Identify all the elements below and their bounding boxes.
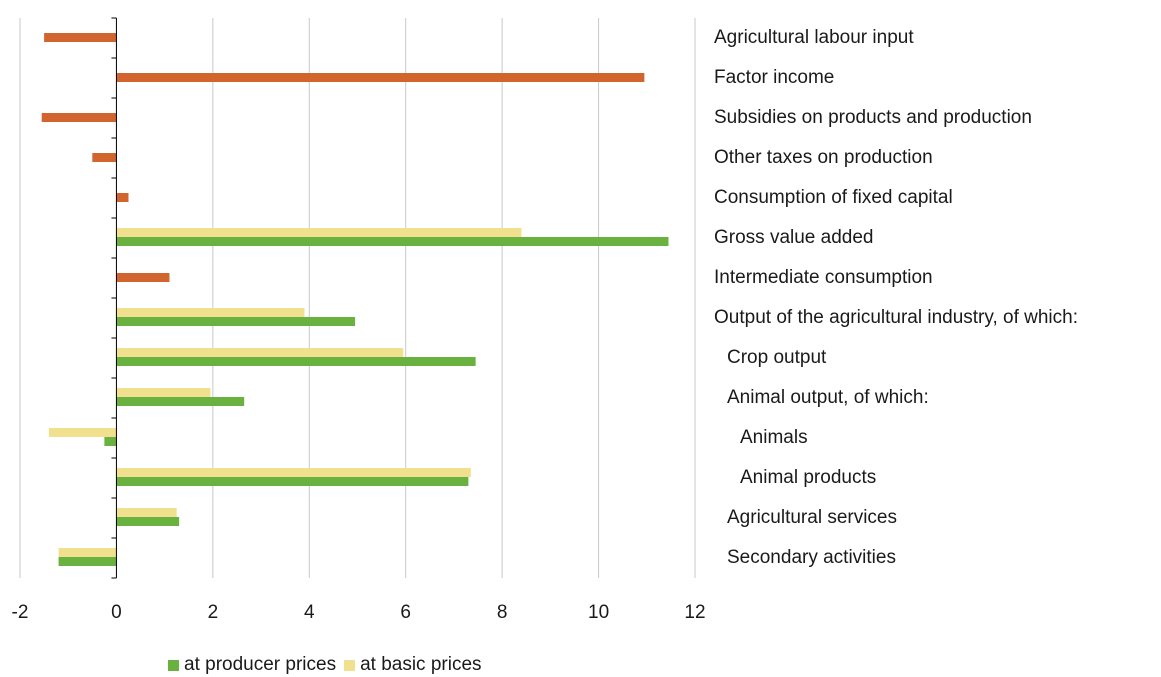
bar-s2-c3 bbox=[92, 153, 117, 162]
category-label-1: Factor income bbox=[714, 67, 835, 88]
bar-s0-c8 bbox=[116, 357, 476, 366]
bar-s2-c2 bbox=[41, 113, 117, 122]
bar-s2-c4 bbox=[116, 193, 129, 202]
bar-s0-c13 bbox=[58, 557, 117, 566]
bar-s2-c6 bbox=[116, 273, 170, 282]
x-tick-label-3: 4 bbox=[304, 602, 315, 623]
bar-s0-c9 bbox=[116, 397, 245, 406]
legend-label-producer: at producer prices bbox=[184, 654, 337, 675]
category-label-7: Output of the agricultural industry, of … bbox=[714, 307, 1078, 328]
category-label-2: Subsidies on products and production bbox=[714, 107, 1032, 128]
category-label-0: Agricultural labour input bbox=[714, 27, 914, 48]
category-label-13: Secondary activities bbox=[727, 547, 896, 568]
bar-s1-c13 bbox=[58, 548, 117, 557]
legend-item-producer: at producer prices bbox=[168, 654, 336, 676]
bar-s2-c1 bbox=[116, 73, 645, 82]
x-tick-label-6: 10 bbox=[588, 602, 609, 623]
bar-s0-c5 bbox=[116, 237, 669, 246]
bar-s2-c0 bbox=[44, 33, 117, 42]
bar-s0-c11 bbox=[116, 477, 469, 486]
legend-label-basic: at basic prices bbox=[360, 654, 482, 675]
category-label-3: Other taxes on production bbox=[714, 147, 933, 168]
bar-s1-c5 bbox=[116, 228, 522, 237]
bar-s1-c8 bbox=[116, 348, 404, 357]
bar-s1-c12 bbox=[116, 508, 177, 517]
x-tick-label-2: 2 bbox=[208, 602, 219, 623]
category-label-5: Gross value added bbox=[714, 227, 874, 248]
legend-swatch-producer bbox=[168, 659, 179, 671]
bar-s1-c9 bbox=[116, 388, 211, 397]
category-label-9: Animal output, of which: bbox=[727, 387, 929, 408]
category-label-11: Animal products bbox=[740, 467, 877, 488]
bar-s1-c7 bbox=[116, 308, 305, 317]
category-label-12: Agricultural services bbox=[727, 507, 897, 528]
category-label-4: Consumption of fixed capital bbox=[714, 187, 953, 208]
category-label-8: Crop output bbox=[727, 347, 827, 368]
x-tick-label-4: 6 bbox=[400, 602, 411, 623]
legend: at producer prices at basic prices bbox=[168, 654, 490, 676]
x-tick-label-5: 8 bbox=[497, 602, 508, 623]
x-tick-label-0: -2 bbox=[12, 602, 29, 623]
bar-s1-c11 bbox=[116, 468, 471, 477]
bar-s0-c7 bbox=[116, 317, 356, 326]
bar-s0-c10 bbox=[104, 437, 117, 446]
category-label-6: Intermediate consumption bbox=[714, 267, 933, 288]
x-tick-label-7: 12 bbox=[684, 602, 705, 623]
legend-item-basic: at basic prices bbox=[344, 654, 482, 676]
x-tick-label-1: 0 bbox=[111, 602, 122, 623]
category-label-10: Animals bbox=[740, 427, 808, 448]
bar-s1-c10 bbox=[48, 428, 117, 437]
legend-swatch-basic bbox=[344, 659, 356, 671]
bar-s0-c12 bbox=[116, 517, 180, 526]
